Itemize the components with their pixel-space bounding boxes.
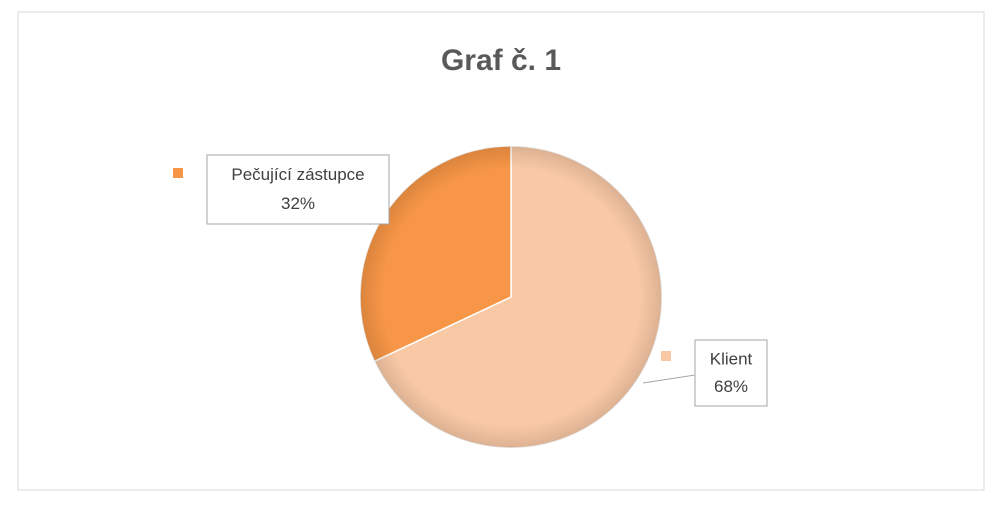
data-label-category: Pečující zástupce [231, 165, 364, 184]
data-label-category: Klient [710, 349, 753, 368]
data-label-value: 32% [281, 194, 315, 213]
data-label-box [206, 154, 390, 225]
data-label-value: 68% [714, 377, 748, 396]
data-label-box [694, 339, 768, 407]
legend-key [661, 351, 671, 361]
legend-key [173, 168, 183, 178]
leader-line [642, 374, 696, 384]
chart-title: Graf č. 1 [441, 44, 561, 77]
